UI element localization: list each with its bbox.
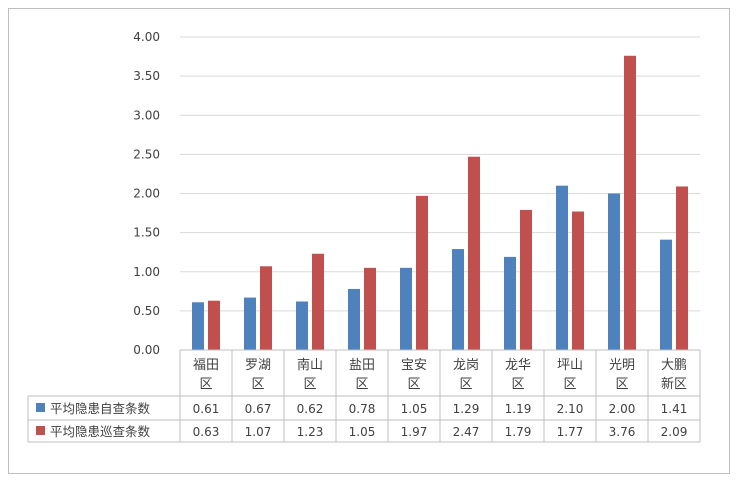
bar-self-check <box>608 193 620 350</box>
data-label: 2.47 <box>453 425 480 439</box>
bar-self-check <box>660 239 672 350</box>
data-label: 2.00 <box>609 402 636 416</box>
category-label: 区 <box>407 377 420 392</box>
category-label: 区 <box>615 377 628 392</box>
category-label: 区 <box>251 377 264 392</box>
category-label: 盐田 <box>349 358 375 373</box>
bar-self-check <box>400 267 412 350</box>
bar-self-check <box>504 256 516 350</box>
bar-self-check <box>452 249 464 350</box>
data-label: 0.63 <box>193 425 220 439</box>
bar-patrol <box>312 253 324 350</box>
data-label: 2.09 <box>661 425 688 439</box>
bar-self-check <box>348 288 360 350</box>
bar-patrol <box>416 195 428 350</box>
y-tick-label: 3.00 <box>133 108 160 122</box>
category-label: 大鹏 <box>661 358 687 373</box>
category-label: 罗湖 <box>245 358 271 373</box>
data-label: 1.19 <box>505 402 532 416</box>
bar-self-check <box>296 301 308 350</box>
bar-patrol <box>260 266 272 350</box>
data-label: 0.67 <box>245 402 272 416</box>
y-tick-label: 0.50 <box>133 304 160 318</box>
bar-patrol <box>468 156 480 350</box>
series-name: 平均隐患自查条数 <box>50 401 151 416</box>
bar-patrol <box>364 267 376 350</box>
category-label: 宝安 <box>401 358 427 373</box>
bar-patrol <box>676 186 688 350</box>
category-label: 区 <box>303 377 316 392</box>
y-tick-label: 3.50 <box>133 69 160 83</box>
category-label: 坪山 <box>557 358 583 373</box>
data-label: 1.29 <box>453 402 480 416</box>
data-label: 3.76 <box>609 425 636 439</box>
category-label: 区 <box>355 377 368 392</box>
data-label: 0.78 <box>349 402 376 416</box>
legend-swatch <box>36 426 45 435</box>
bar-self-check <box>192 302 204 350</box>
data-label: 1.97 <box>401 425 428 439</box>
data-label: 1.05 <box>401 402 428 416</box>
series-name: 平均隐患巡查条数 <box>50 424 151 439</box>
data-label: 1.79 <box>505 425 532 439</box>
category-label: 区 <box>199 377 212 392</box>
category-label: 新区 <box>661 376 687 392</box>
data-label: 0.62 <box>297 402 324 416</box>
data-label: 1.77 <box>557 425 584 439</box>
bar-patrol <box>624 55 636 350</box>
data-label: 1.05 <box>349 425 376 439</box>
y-tick-label: 2.50 <box>133 147 160 161</box>
data-label: 0.61 <box>193 402 220 416</box>
data-label: 1.07 <box>245 425 272 439</box>
y-tick-label: 4.00 <box>133 30 160 44</box>
category-label: 光明 <box>609 358 635 373</box>
category-label: 区 <box>563 377 576 392</box>
chart-frame <box>8 8 730 474</box>
bar-patrol <box>572 211 584 350</box>
category-label: 区 <box>511 377 524 392</box>
y-tick-label: 1.50 <box>133 226 160 240</box>
category-label: 龙岗 <box>453 358 479 373</box>
y-tick-label: 2.00 <box>133 187 160 201</box>
bar-self-check <box>556 185 568 350</box>
y-tick-label: 1.00 <box>133 265 160 279</box>
category-label: 区 <box>459 377 472 392</box>
bar-patrol <box>208 300 220 350</box>
data-label: 1.23 <box>297 425 324 439</box>
category-label: 南山 <box>297 357 323 373</box>
data-label: 2.10 <box>557 402 584 416</box>
data-label: 1.41 <box>661 402 688 416</box>
bar-self-check <box>244 297 256 350</box>
y-tick-label: 0.00 <box>133 343 160 357</box>
legend-swatch <box>36 403 45 412</box>
category-label: 龙华 <box>505 358 531 373</box>
category-label: 福田 <box>193 358 219 373</box>
bar-patrol <box>520 209 532 350</box>
